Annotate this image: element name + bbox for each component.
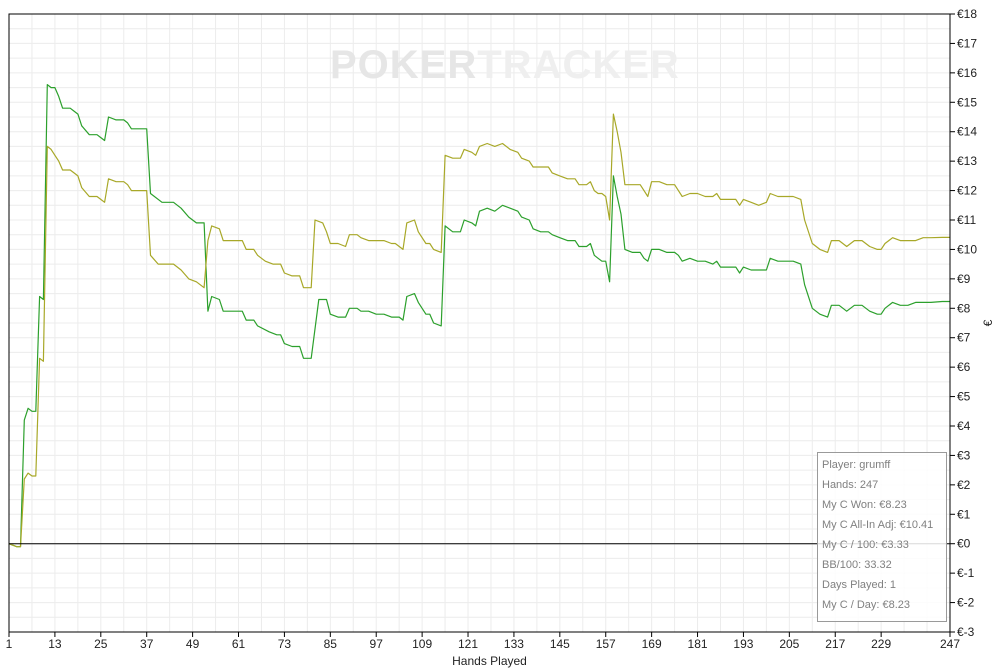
y-axis-title: €	[981, 319, 995, 326]
stat-player: Player: grumff	[822, 459, 891, 471]
y-tick-label: €1	[957, 507, 971, 521]
x-tick-label: 61	[232, 637, 246, 651]
stat-hands: Hands: 247	[822, 479, 879, 491]
stat-won: My C Won: €8.23	[822, 499, 907, 511]
y-tick-label: €12	[957, 184, 977, 198]
y-tick-label: €13	[957, 154, 977, 168]
y-tick-label: €7	[957, 331, 971, 345]
x-tick-label: 97	[370, 637, 384, 651]
y-tick-label: €6	[957, 360, 971, 374]
x-tick-label: 133	[504, 637, 524, 651]
x-tick-label: 85	[324, 637, 338, 651]
x-tick-label: 229	[871, 637, 891, 651]
x-tick-label: 193	[733, 637, 753, 651]
x-tick-label: 49	[186, 637, 200, 651]
x-tick-label: 109	[412, 637, 432, 651]
y-tick-label: €3	[957, 448, 971, 462]
x-tick-label: 157	[596, 637, 616, 651]
y-tick-label: €15	[957, 95, 977, 109]
stats-box: Player: grumff Hands: 247 My C Won: €8.2…	[817, 452, 947, 622]
x-tick-label: 121	[458, 637, 478, 651]
y-tick-label: €18	[957, 7, 977, 21]
y-tick-label: €5	[957, 390, 971, 404]
stat-days-played: Days Played: 1	[822, 579, 896, 591]
y-tick-label: €-2	[957, 596, 975, 610]
y-tick-label: €0	[957, 537, 971, 551]
y-tick-label: €2	[957, 478, 971, 492]
y-tick-label: €14	[957, 125, 977, 139]
y-tick-label: €-3	[957, 625, 975, 639]
y-tick-label: €9	[957, 272, 971, 286]
x-tick-label: 205	[779, 637, 799, 651]
x-tick-label: 13	[48, 637, 62, 651]
series-line-1	[8, 84, 950, 548]
y-tick-label: €10	[957, 242, 977, 256]
pokertracker-watermark: POKERTRACKER	[330, 43, 680, 87]
stat-bb-100: BB/100: 33.32	[822, 559, 892, 571]
x-tick-label: 145	[550, 637, 570, 651]
stat-per-day: My C / Day: €8.23	[822, 599, 911, 611]
x-tick-label: 73	[278, 637, 292, 651]
watermark-text: POKERTRACKER	[330, 43, 680, 87]
x-tick-label: 217	[825, 637, 845, 651]
axes	[8, 13, 951, 633]
series-line-2	[8, 113, 950, 548]
x-axis-title: Hands Played	[452, 654, 527, 668]
x-tick-label: 169	[642, 637, 662, 651]
y-tick-label: €17	[957, 36, 977, 50]
y-tick-label: €4	[957, 419, 971, 433]
x-tick-label: 25	[94, 637, 108, 651]
x-tick-label: 1	[6, 637, 13, 651]
x-axis-ticks: 1 13 25 37 49 61 73 85 97 109 121 133 145 157 169 181 19…	[6, 632, 960, 651]
stat-allin-adj: My C All-In Adj: €10.41	[822, 519, 934, 531]
series-layer	[8, 84, 950, 548]
x-tick-label: 181	[688, 637, 708, 651]
y-tick-label: €11	[957, 213, 976, 227]
y-axis-ticks: €18 €17 €16 €15 €14 €13 €12 €11 €10 €9 €8 €7 €6 €5 €4 €…	[950, 7, 977, 639]
y-tick-label: €8	[957, 301, 971, 315]
y-tick-label: €16	[957, 66, 977, 80]
plot-frame	[8, 13, 951, 633]
x-tick-label: 37	[140, 637, 154, 651]
stat-per-100: My C / 100: €3.33	[822, 539, 909, 551]
x-tick-label: 247	[940, 637, 960, 651]
y-tick-label: €-1	[957, 566, 975, 580]
grid	[8, 13, 951, 633]
